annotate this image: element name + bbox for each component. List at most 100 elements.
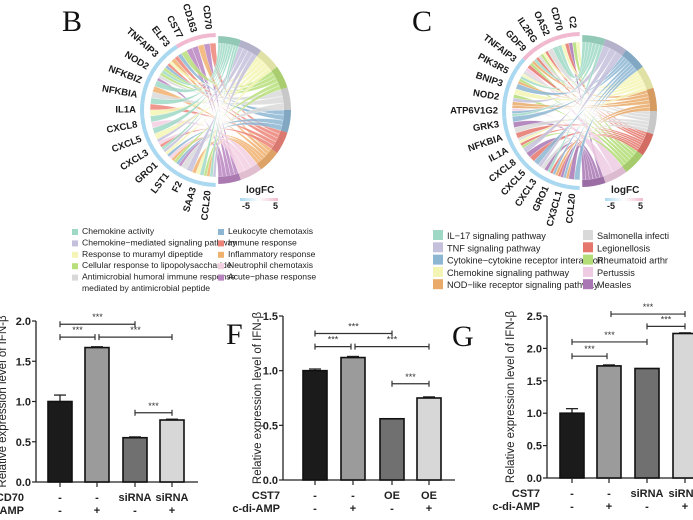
legend-label: Antimicrobial humoral immune response bbox=[82, 272, 236, 282]
gene-logfc-ring bbox=[140, 116, 147, 131]
significance-label: *** bbox=[405, 372, 416, 382]
gene-label: IL1A bbox=[115, 105, 136, 116]
term-sector bbox=[280, 87, 291, 110]
term-sector bbox=[603, 166, 627, 183]
bar bbox=[159, 419, 185, 483]
legend-swatch bbox=[433, 254, 443, 265]
gene-logfc-ring bbox=[175, 38, 190, 49]
term-sector-shade bbox=[271, 130, 288, 154]
term-sector bbox=[218, 173, 241, 184]
gene-logfc-ring bbox=[142, 129, 152, 144]
condition-label: - bbox=[390, 503, 394, 515]
gene-logfc-ring bbox=[142, 76, 152, 91]
bar-chart-g: 0.0 0.5 1.0 1.5 2.0 2.5 Relative expression le… bbox=[492, 302, 693, 513]
gene-label: NFKBIA bbox=[101, 83, 138, 100]
gene-logfc-ring bbox=[542, 176, 556, 186]
significance-label: *** bbox=[661, 314, 672, 324]
gene-label: ATP6V1G2 bbox=[450, 106, 498, 117]
y-tick-label: 2.0 bbox=[527, 343, 542, 355]
legend-swatch bbox=[218, 229, 224, 235]
legend-label: NOD−like receptor signaling pathway bbox=[447, 280, 599, 290]
y-tick-label: 1.5 bbox=[263, 311, 278, 323]
gene-logfc-ring bbox=[201, 181, 216, 187]
condition-label: - bbox=[351, 490, 355, 502]
y-tick-label: 1.0 bbox=[527, 408, 542, 420]
condition-label: + bbox=[606, 501, 612, 513]
condition-label: siRNA bbox=[118, 492, 151, 504]
gene-logfc-ring bbox=[501, 104, 507, 118]
term-sector bbox=[603, 39, 627, 56]
gene-label: CXCL8 bbox=[106, 119, 139, 135]
term-sector-shade bbox=[646, 111, 657, 135]
colorbar bbox=[240, 198, 278, 201]
legend-swatch bbox=[583, 254, 593, 265]
significance-label: *** bbox=[148, 401, 159, 411]
y-axis-label: Relative expression level of IFN-β bbox=[0, 315, 9, 488]
legend-swatch bbox=[218, 240, 224, 247]
legend-swatch bbox=[583, 279, 593, 290]
legend-label: IL−17 signaling pathway bbox=[447, 231, 546, 241]
significance-label: *** bbox=[387, 335, 398, 345]
term-sector-shade bbox=[622, 151, 643, 173]
gene-logfc-ring bbox=[504, 79, 513, 93]
significance-label: *** bbox=[92, 312, 103, 322]
term-sector-shade bbox=[256, 149, 278, 170]
y-tick-label: 0.5 bbox=[527, 441, 542, 453]
bar bbox=[559, 412, 585, 479]
bar bbox=[122, 436, 148, 483]
legend-label: Measles bbox=[597, 280, 632, 290]
term-sector bbox=[622, 151, 643, 173]
row-label: CST7 bbox=[252, 490, 280, 502]
legend-swatch bbox=[583, 230, 593, 240]
term-sector-shade bbox=[280, 110, 291, 133]
significance-label: *** bbox=[643, 302, 654, 312]
condition-label: - bbox=[95, 492, 99, 504]
y-tick-label: 1.0 bbox=[263, 366, 278, 378]
gene-logfc-ring bbox=[554, 33, 568, 41]
term-sector bbox=[271, 66, 288, 90]
term-sector bbox=[582, 176, 606, 187]
term-sector bbox=[646, 87, 657, 111]
term-sector-shade bbox=[622, 49, 643, 71]
y-tick-label: 1.0 bbox=[16, 397, 31, 409]
row-label: CST7 bbox=[512, 488, 540, 500]
term-sector bbox=[256, 149, 278, 170]
term-sector bbox=[238, 39, 262, 57]
y-tick-label: 0.5 bbox=[16, 437, 31, 449]
legend-swatch bbox=[72, 229, 78, 235]
panel-label-b: B bbox=[62, 5, 82, 38]
chord-diagram-c: C2CD70OAS2IL2RGGDF9TNFAIP3PIK3R5BNIP3NOD… bbox=[433, 6, 669, 290]
bar bbox=[340, 356, 366, 481]
y-axis-label: Relative expression level of IFN-β bbox=[252, 312, 264, 485]
legend-swatch bbox=[433, 266, 443, 277]
gene-logfc-ring bbox=[531, 169, 545, 181]
y-tick-label: 0.5 bbox=[263, 420, 278, 432]
legend-swatch bbox=[72, 263, 78, 270]
legend-swatch bbox=[433, 230, 443, 240]
term-sector-shade bbox=[238, 163, 262, 181]
term-sector bbox=[637, 132, 654, 156]
chord-ribbons bbox=[511, 41, 651, 181]
bar bbox=[596, 365, 622, 479]
y-tick-label: 2.0 bbox=[16, 316, 31, 328]
bar-chart-e: 0.0 0.5 1.0 1.5 2.0 Relative expression level… bbox=[0, 312, 198, 517]
legend-label: Chemokine−mediated signaling pathway bbox=[82, 237, 237, 247]
gene-logfc-ring bbox=[188, 177, 203, 186]
legend-label: Leukocyte chemotaxis bbox=[228, 226, 313, 236]
colorbar-min: -5 bbox=[242, 201, 250, 211]
condition-label: - bbox=[570, 501, 574, 513]
gene-logfc-ring bbox=[147, 142, 159, 156]
term-sector bbox=[280, 110, 291, 133]
gene-logfc-ring bbox=[504, 129, 513, 143]
gene-logfc-ring bbox=[514, 151, 526, 165]
colorbar-min: -5 bbox=[607, 201, 615, 211]
gene-logfc-ring bbox=[522, 49, 535, 61]
legend-label: Immune response bbox=[228, 237, 297, 247]
gene-label: GRK3 bbox=[472, 119, 500, 134]
legend-swatch bbox=[72, 240, 78, 247]
legend-swatch bbox=[218, 274, 224, 281]
term-sector-shade bbox=[218, 173, 241, 184]
bar bbox=[47, 400, 73, 483]
legend-label: Pertussis bbox=[597, 268, 635, 278]
condition-label: - bbox=[313, 503, 317, 515]
